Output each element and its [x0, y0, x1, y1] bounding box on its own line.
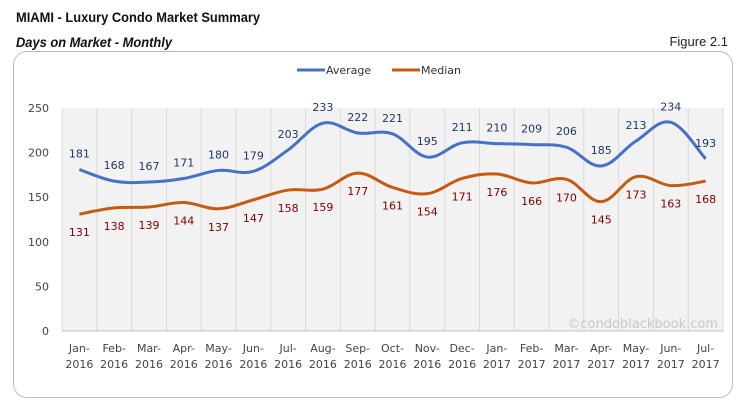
data-label: 179: [243, 149, 264, 162]
data-label: 167: [138, 160, 159, 173]
x-tick-label: 2016: [274, 358, 302, 371]
page-title: MIAMI - Luxury Condo Market Summary: [16, 9, 261, 25]
x-tick-label: 2017: [622, 358, 650, 371]
x-tick-label: 2017: [552, 358, 580, 371]
x-tick-label: 2016: [309, 358, 337, 371]
data-label: 138: [104, 220, 125, 233]
x-tick-label: 2017: [692, 358, 720, 371]
data-label: 206: [556, 125, 577, 138]
x-tick-label: 2016: [413, 358, 441, 371]
x-tick-label: Apr-: [173, 342, 195, 355]
data-label: 210: [486, 122, 507, 135]
x-tick-label: 2016: [379, 358, 407, 371]
data-label: 203: [278, 128, 299, 141]
data-label: 159: [312, 201, 333, 214]
x-tick-label: Apr-: [590, 342, 612, 355]
data-label: 137: [208, 221, 229, 234]
figure-label: Figure 2.1: [669, 34, 728, 49]
watermark: ©condoblackbook.com: [567, 317, 718, 332]
x-tick-label: 2016: [239, 358, 267, 371]
data-label: 131: [69, 226, 90, 239]
y-tick-label: 150: [28, 191, 49, 204]
data-label: 181: [69, 148, 90, 161]
x-tick-label: Jan-: [485, 342, 507, 355]
x-tick-label: Feb-: [520, 342, 543, 355]
data-label: 211: [452, 121, 473, 134]
x-tick-label: Jul-: [279, 342, 297, 355]
data-label: 147: [243, 212, 264, 225]
data-label: 168: [104, 159, 125, 172]
data-label: 161: [382, 199, 403, 212]
y-tick-label: 200: [28, 147, 49, 160]
data-label: 176: [486, 186, 507, 199]
data-label: 193: [695, 137, 716, 150]
y-tick-label: 250: [28, 102, 49, 115]
x-tick-label: 2016: [448, 358, 476, 371]
data-label: 139: [138, 219, 159, 232]
data-label: 233: [312, 101, 333, 114]
data-label: 171: [452, 190, 473, 203]
data-label: 213: [626, 119, 647, 132]
x-tick-label: 2016: [100, 358, 128, 371]
x-tick-label: May-: [623, 342, 650, 355]
x-tick-label: Jun-: [242, 342, 264, 355]
y-tick-label: 100: [28, 236, 49, 249]
data-label: 166: [521, 195, 542, 208]
data-label: 177: [347, 185, 368, 198]
x-tick-label: 2016: [205, 358, 233, 371]
chart-frame: [13, 51, 733, 398]
series-line-average: [78, 120, 707, 185]
y-tick-label: 0: [42, 325, 49, 338]
x-tick-label: Nov-: [415, 342, 440, 355]
chart-subtitle: Days on Market - Monthly: [16, 34, 173, 50]
x-tick-label: Aug-: [310, 342, 335, 355]
y-tick-label: 50: [35, 280, 49, 293]
x-tick-label: Mar-: [554, 342, 578, 355]
data-label: 180: [208, 148, 229, 161]
legend-label-median: Median: [421, 64, 461, 77]
x-tick-label: 2017: [483, 358, 511, 371]
data-label: 222: [347, 111, 368, 124]
x-tick-label: Mar-: [137, 342, 161, 355]
plot-area: [62, 108, 723, 331]
x-tick-label: Jul-: [696, 342, 714, 355]
x-tick-label: May-: [205, 342, 232, 355]
data-label: 168: [695, 193, 716, 206]
x-tick-label: 2016: [65, 358, 93, 371]
x-tick-label: 2017: [587, 358, 615, 371]
data-label: 209: [521, 123, 542, 136]
data-label: 173: [626, 189, 647, 202]
x-tick-label: Oct-: [381, 342, 404, 355]
x-tick-label: Dec-: [449, 342, 474, 355]
data-label: 163: [660, 198, 681, 211]
x-tick-label: Jun-: [659, 342, 681, 355]
x-tick-label: 2016: [135, 358, 163, 371]
data-label: 195: [417, 135, 438, 148]
data-label: 221: [382, 112, 403, 125]
data-label: 158: [278, 202, 299, 215]
x-tick-label: 2017: [657, 358, 685, 371]
data-label: 144: [173, 215, 194, 228]
data-label: 234: [660, 100, 681, 113]
data-label: 171: [173, 156, 194, 169]
data-label: 185: [591, 144, 612, 157]
x-tick-label: Sep-: [345, 342, 370, 355]
x-tick-label: Feb-: [102, 342, 125, 355]
x-tick-label: 2017: [518, 358, 546, 371]
data-label: 145: [591, 214, 612, 227]
x-tick-label: 2016: [170, 358, 198, 371]
x-tick-label: 2016: [344, 358, 372, 371]
x-tick-label: Jan-: [68, 342, 90, 355]
legend-label-average: Average: [326, 64, 371, 77]
data-label: 170: [556, 191, 577, 204]
data-label: 154: [417, 206, 438, 219]
series-line-median: [79, 171, 706, 216]
